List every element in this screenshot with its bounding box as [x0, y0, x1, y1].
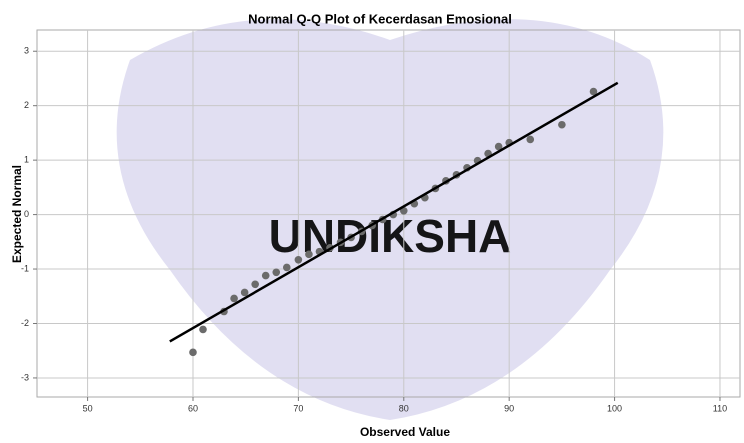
x-tick-label: 50 — [83, 403, 93, 413]
data-point — [251, 280, 259, 288]
x-tick-label: 100 — [607, 403, 622, 413]
y-tick-label: 3 — [24, 46, 29, 56]
y-tick-label: 1 — [24, 155, 29, 165]
y-tick-label: -1 — [21, 263, 29, 273]
data-point — [230, 295, 238, 303]
chart-title: Normal Q-Q Plot of Kecerdasan Emosional — [248, 11, 512, 26]
watermark-text: UNDIKSHA — [269, 210, 512, 262]
data-point — [272, 269, 280, 277]
x-tick-label: 110 — [713, 403, 727, 413]
y-tick-label: 2 — [24, 100, 29, 110]
data-point — [241, 289, 249, 297]
y-tick-label: -3 — [21, 372, 29, 382]
x-axis-label: Observed Value — [360, 425, 450, 439]
data-point — [295, 256, 303, 264]
y-tick-label: 0 — [24, 209, 29, 219]
data-point — [199, 326, 207, 334]
data-point — [189, 349, 197, 357]
x-tick-label: 90 — [504, 403, 514, 413]
y-tick-label: -2 — [21, 318, 29, 328]
y-axis-label: Expected Normal — [10, 165, 24, 263]
data-point — [262, 272, 270, 280]
x-tick-label: 80 — [399, 403, 409, 413]
x-tick-label: 70 — [293, 403, 303, 413]
data-point — [558, 121, 566, 129]
data-point — [283, 264, 291, 272]
data-point — [526, 136, 534, 144]
x-tick-label: 60 — [188, 403, 198, 413]
chart: UNDIKSHA Normal Q-Q Plot of Kecerdasan E… — [0, 0, 744, 443]
data-point — [305, 251, 313, 259]
